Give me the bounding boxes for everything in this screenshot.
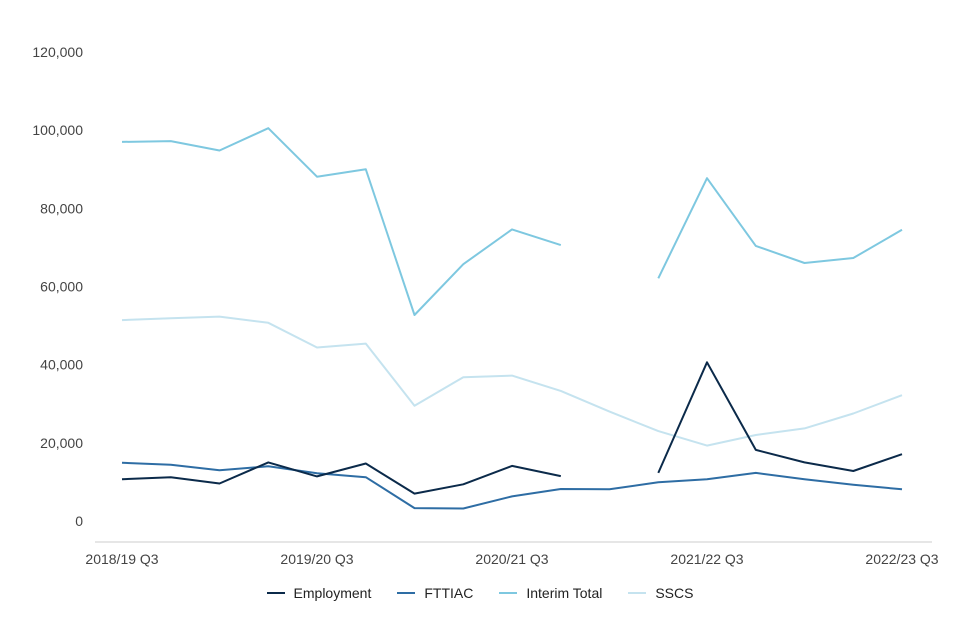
legend-swatch: [628, 592, 647, 594]
legend-item: SSCS: [628, 585, 693, 601]
legend-item: FTTIAC: [397, 585, 473, 601]
legend-label: FTTIAC: [424, 585, 474, 601]
series-line-interim-total: [657, 177, 903, 279]
line-chart: 020,00040,00060,00080,000100,000120,000 …: [32, 44, 938, 567]
x-tick-label: 2020/21 Q3: [475, 551, 548, 567]
series-lines: [121, 127, 903, 510]
legend-label: SSCS: [655, 585, 694, 601]
series-line-fttiac: [121, 461, 903, 510]
y-tick-label: 120,000: [32, 44, 83, 60]
legend-label: Employment: [293, 585, 372, 601]
y-tick-label: 80,000: [40, 200, 83, 216]
y-tick-label: 60,000: [40, 279, 83, 295]
x-tick-label: 2019/20 Q3: [280, 551, 353, 567]
legend-label: Interim Total: [526, 585, 603, 601]
series-line-interim-total: [121, 127, 562, 316]
legend-item: Employment: [266, 585, 372, 601]
legend-item: Interim Total: [499, 585, 602, 601]
x-axis-ticks: 2018/19 Q3 2019/20 Q3 2020/21 Q3 2021/22 Q3…: [85, 551, 938, 567]
legend-swatch: [266, 592, 285, 594]
y-axis-ticks: 0 20,000 40,000 60,000 80,000 100,000 120,000: [32, 44, 83, 529]
x-tick-label: 2022/23 Q3: [865, 551, 938, 567]
legend-swatch: [499, 592, 518, 594]
series-line-employment: [121, 461, 562, 495]
x-tick-label: 2018/19 Q3: [85, 551, 158, 567]
legend-swatch: [397, 592, 416, 594]
chart-legend: Employment FTTIAC Interim Total SSCS: [0, 585, 960, 601]
x-tick-label: 2021/22 Q3: [670, 551, 743, 567]
y-tick-label: 0: [75, 513, 83, 529]
series-line-sscs: [121, 315, 903, 447]
y-tick-label: 40,000: [40, 357, 83, 373]
y-tick-label: 100,000: [32, 122, 83, 138]
y-tick-label: 20,000: [40, 435, 83, 451]
series-line-employment: [657, 361, 903, 474]
